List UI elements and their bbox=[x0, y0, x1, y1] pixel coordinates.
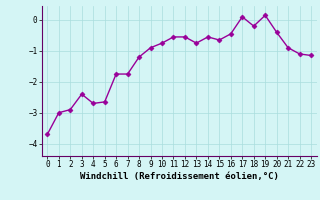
X-axis label: Windchill (Refroidissement éolien,°C): Windchill (Refroidissement éolien,°C) bbox=[80, 172, 279, 181]
